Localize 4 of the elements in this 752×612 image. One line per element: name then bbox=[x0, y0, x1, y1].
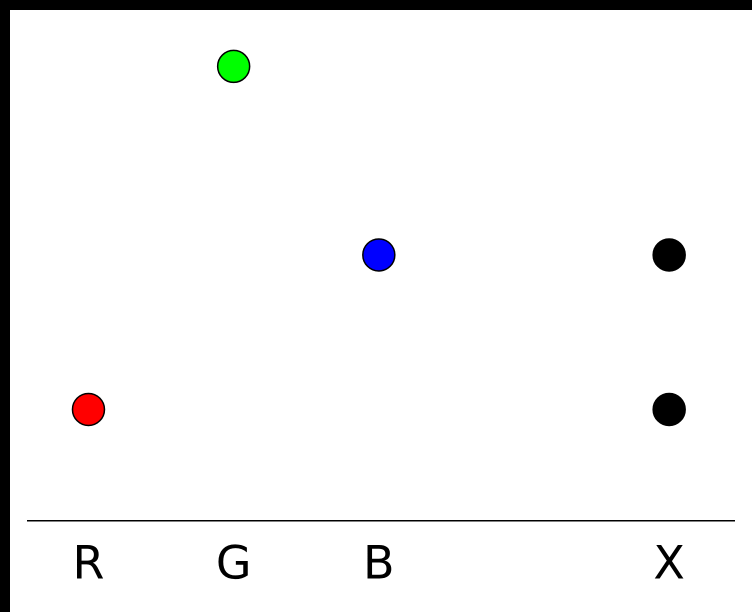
x-tick-label: X bbox=[653, 535, 685, 590]
x-tick-label: G bbox=[216, 535, 252, 590]
x-tick-label: R bbox=[72, 535, 104, 590]
x-tick-label: B bbox=[363, 535, 395, 590]
